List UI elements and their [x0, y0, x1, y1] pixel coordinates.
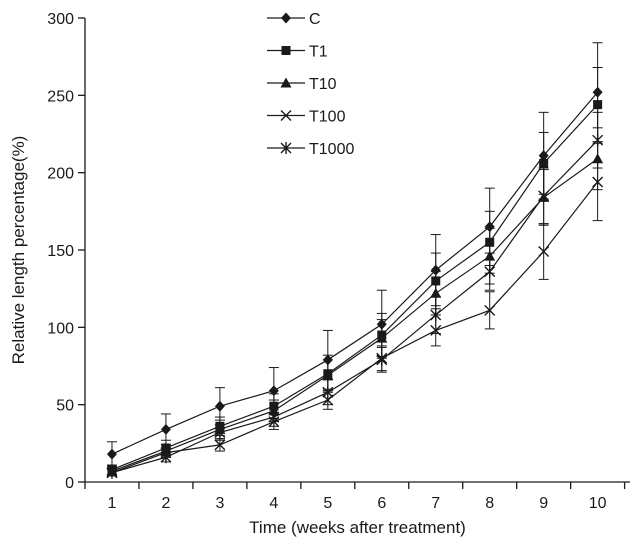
series-line: [111, 181, 599, 474]
data-point: [214, 439, 226, 451]
series-layer: [106, 42, 604, 479]
x-tick-label: 10: [589, 495, 607, 512]
x-tick-label: 6: [377, 495, 386, 512]
series-line: [111, 139, 599, 474]
legend-entry-t100: T100: [267, 109, 346, 126]
series-t100: [106, 142, 604, 479]
x-tick-label: 9: [539, 495, 548, 512]
data-point: [160, 423, 171, 435]
legend-label: T10: [309, 76, 337, 93]
legend-entry-t10: T10: [267, 76, 337, 93]
data-point: [484, 265, 496, 278]
legend: C T1 T10 T100 T1000: [267, 11, 354, 158]
legend-marker: [281, 12, 291, 24]
data-point: [214, 426, 226, 439]
data-point: [322, 386, 334, 399]
y-axis-label: Relative length percentage(%): [9, 136, 28, 365]
x-tick-label: 3: [215, 495, 224, 512]
x-tick-label: 4: [269, 495, 278, 512]
series-line: [111, 104, 599, 471]
y-tick-label: 200: [47, 166, 74, 183]
legend-entry-t1: T1: [267, 44, 328, 61]
data-point: [538, 189, 550, 202]
legend-marker: [281, 46, 291, 55]
legend-entry-c: C: [267, 11, 321, 28]
data-point: [484, 304, 496, 316]
y-tick-label: 150: [47, 243, 74, 260]
series-line: [111, 91, 599, 455]
x-tick-label: 1: [108, 495, 117, 512]
data-point: [376, 332, 388, 343]
data-point: [430, 287, 442, 298]
series-c: [106, 42, 603, 468]
data-point: [592, 134, 604, 147]
data-point: [160, 451, 172, 464]
y-tick-label: 0: [65, 475, 74, 492]
x-tick-label: 8: [485, 495, 494, 512]
y-tick-label: 250: [47, 88, 74, 105]
legend-marker: [280, 142, 292, 154]
data-point: [376, 353, 388, 366]
legend-marker: [280, 110, 292, 121]
data-point: [268, 411, 280, 424]
data-point: [106, 448, 117, 460]
data-point: [214, 400, 225, 412]
data-point: [539, 158, 549, 168]
legend-marker: [280, 77, 292, 88]
axes: 0 50 100 150 200 250 300 1 2 3 4 5 6 7 8 9 10: [47, 11, 630, 512]
y-tick-label: 300: [47, 11, 74, 28]
y-tick-label: 100: [47, 320, 74, 337]
data-point: [430, 308, 442, 321]
y-tick-label: 50: [56, 398, 74, 415]
data-point: [538, 246, 550, 258]
series-line: [111, 158, 598, 472]
data-point: [106, 466, 118, 479]
legend-label: T100: [309, 109, 346, 126]
series-t1: [106, 66, 603, 475]
legend-entry-t1000: T1000: [267, 141, 354, 158]
data-point: [592, 176, 604, 188]
x-axis-label: Time (weeks after treatment): [249, 518, 466, 537]
legend-label: T1: [309, 44, 328, 61]
x-tick-label: 2: [161, 495, 170, 512]
legend-label: T1000: [309, 141, 354, 158]
data-point: [322, 369, 334, 380]
data-point: [593, 100, 603, 110]
x-tick-label: 7: [431, 495, 440, 512]
x-tick-label: 5: [323, 495, 332, 512]
legend-label: C: [309, 11, 321, 28]
series-t1000: [106, 111, 604, 479]
